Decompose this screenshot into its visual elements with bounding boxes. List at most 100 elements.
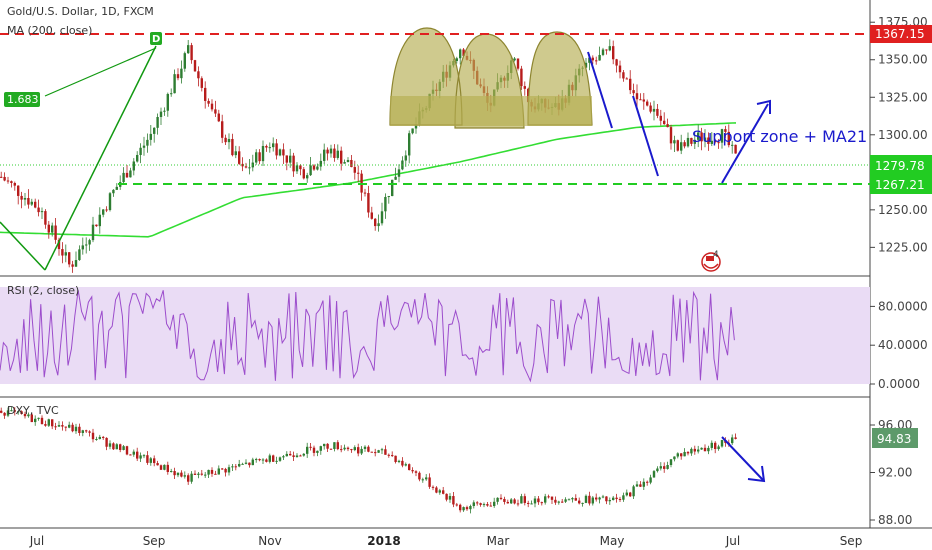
gold-candle (68, 252, 71, 268)
time-tick-label: Jul (725, 534, 740, 548)
dxy-candle (455, 502, 458, 507)
dxy-candle (598, 496, 601, 504)
gold-candle (231, 133, 234, 157)
time-tick-label: Sep (840, 534, 863, 548)
gold-candle (690, 137, 693, 147)
dxy-candle (438, 488, 441, 495)
gold-candle (635, 84, 639, 108)
gold-candle (142, 136, 146, 156)
dxy-candle (408, 463, 411, 471)
dxy-candle (425, 474, 428, 481)
gold-candle (204, 81, 207, 109)
dxy-candle (122, 445, 125, 451)
dxy-candle (295, 453, 299, 458)
time-tick-label: Jul (29, 534, 44, 548)
dxy-candle (731, 434, 734, 446)
support-zone-annotation: Support zone + MA21 (692, 127, 867, 146)
pattern-base (390, 96, 592, 126)
gold-candle (136, 151, 139, 163)
dxy-candle (23, 411, 27, 419)
gold-candle (622, 70, 625, 82)
gold-candle (595, 56, 598, 65)
dxy-candle (214, 470, 217, 475)
dxy-candle (659, 462, 662, 471)
gold-candle (244, 162, 248, 169)
dxy-candle (666, 461, 669, 470)
gold-candle (523, 81, 526, 96)
gold-candle (601, 47, 605, 57)
dxy-candle (404, 462, 407, 467)
dxy-candle (411, 467, 414, 474)
dxy-candle (397, 459, 401, 464)
dxy-candle (149, 456, 152, 466)
dxy-candle (625, 489, 628, 497)
gold-candle (224, 134, 227, 146)
dxy-candle (146, 451, 149, 465)
gold-candle (329, 144, 333, 158)
dxy-candle (64, 426, 67, 432)
dxy-candle (316, 450, 319, 457)
ratio-badge (4, 92, 40, 107)
gold-candle (649, 102, 652, 114)
dxy-candle (119, 443, 122, 453)
dxy-candle (258, 458, 261, 462)
dxy-candle (30, 412, 33, 423)
gold-candle (353, 160, 356, 180)
gold-candle (6, 176, 10, 184)
dxy-candle (176, 472, 180, 478)
dxy-candle (88, 430, 91, 437)
gold-candle (459, 48, 462, 65)
gold-candle (156, 113, 159, 135)
gold-candle (663, 112, 666, 125)
dxy-candle (520, 493, 523, 504)
dxy-candle (302, 453, 305, 457)
gold-candle (261, 140, 265, 167)
dxy-down-arrow (721, 436, 764, 481)
dxy-candle (129, 454, 132, 456)
alert-flag-icon[interactable] (701, 252, 721, 272)
price-tick-label: 1225.00 (878, 240, 928, 254)
gold-candle (115, 183, 118, 190)
dxy-candle (533, 495, 537, 508)
rsi-legend: RSI (2, close) (7, 284, 79, 297)
dxy-candle (170, 468, 173, 473)
dxy-candle (714, 441, 717, 454)
gold-candle (703, 129, 707, 148)
dxy-candle (20, 410, 23, 415)
harmonic-pattern-lines (0, 45, 157, 271)
dxy-candle (91, 428, 95, 443)
gold-candle (666, 118, 669, 128)
dxy-candle (374, 448, 377, 457)
dxy-candle (734, 433, 737, 440)
dxy-candle (601, 494, 605, 499)
gold-candle (394, 167, 397, 180)
gold-candle (153, 127, 156, 143)
gold-candle (686, 132, 690, 148)
dxy-candle (571, 497, 574, 503)
gold-candle (380, 202, 384, 226)
gold-candle (520, 65, 523, 90)
dxy-candle (190, 471, 193, 484)
dxy-candle (394, 455, 397, 464)
dxy-candle (350, 448, 353, 453)
dxy-candle (210, 467, 214, 477)
time-axis-ticks: Jul Sep Nov 2018 Mar May Jul Sep (29, 534, 863, 548)
dxy-candle (588, 491, 591, 506)
dxy-candle (132, 449, 135, 457)
gold-candle (51, 222, 54, 237)
dxy-candle (44, 420, 47, 427)
gold-candle (639, 93, 642, 101)
gold-candle (272, 137, 275, 152)
dxy-candle (646, 480, 649, 486)
resistance-price-tag: 1367.15 (870, 25, 932, 43)
gold-candle (384, 193, 387, 219)
dxy-candle (584, 494, 588, 504)
gold-candle (200, 76, 203, 92)
gold-candle (612, 40, 615, 65)
gold-candle (234, 145, 237, 159)
gold-candle (387, 195, 390, 204)
gold-candle (632, 83, 635, 96)
dxy-candle (51, 419, 54, 430)
gold-candle (278, 148, 282, 157)
gold-candle (370, 206, 373, 220)
